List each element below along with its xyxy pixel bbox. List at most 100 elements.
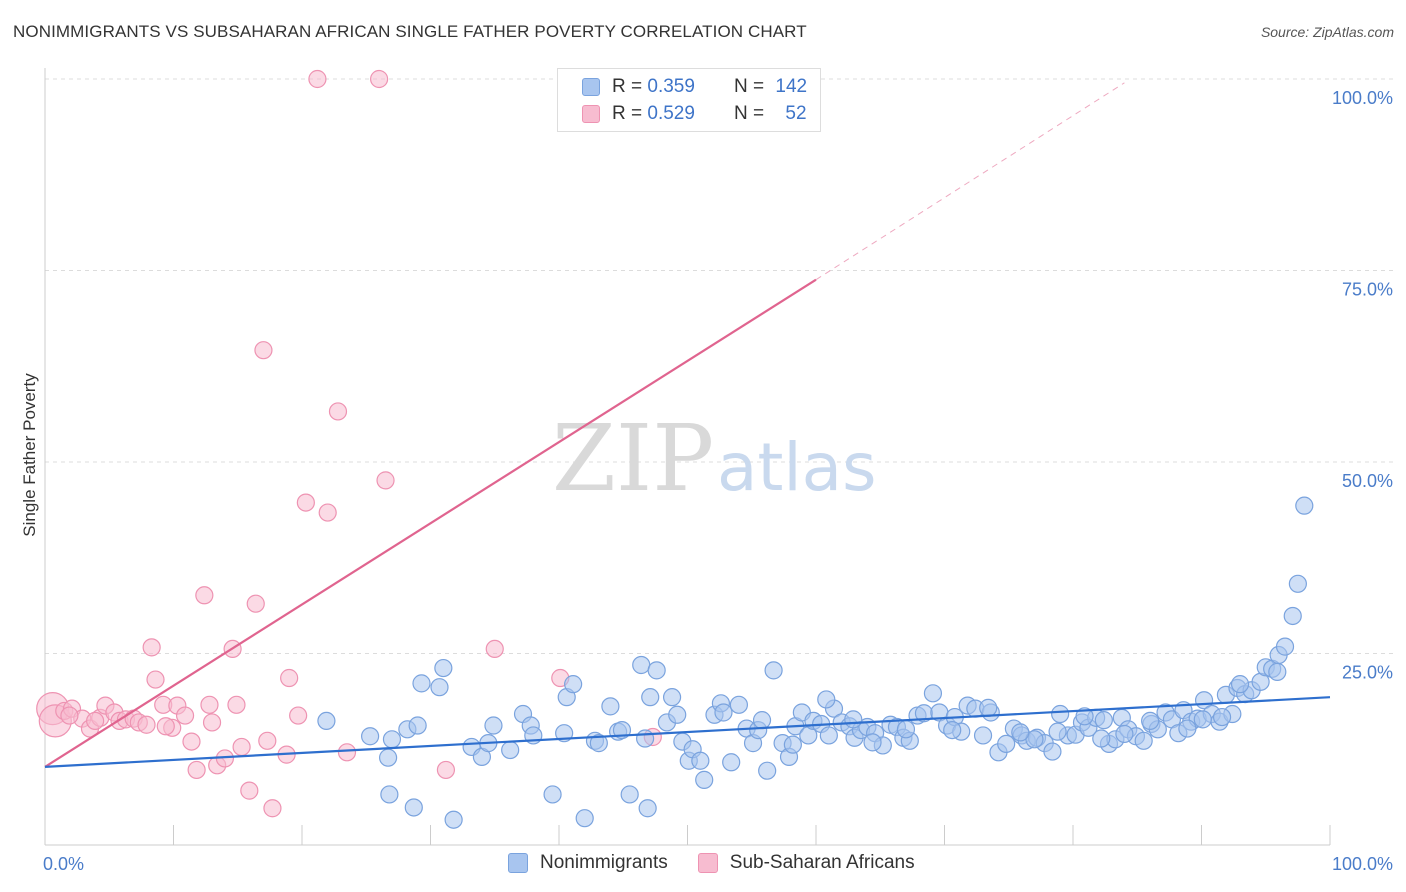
point-nonimmigrants	[695, 770, 714, 789]
point-nonimmigrants	[1134, 731, 1153, 750]
point-sub-saharan	[202, 713, 222, 732]
point-nonimmigrants	[896, 720, 916, 739]
legend-n-label: N =	[734, 76, 770, 97]
point-nonimmigrants	[819, 726, 838, 745]
legend-swatch-sub-saharan	[582, 105, 600, 123]
y-axis-title: Single Father Poverty	[20, 373, 39, 537]
legend-item-sub-saharan[interactable]: Sub-Saharan Africans	[697, 852, 915, 874]
point-nonimmigrants	[863, 733, 882, 752]
point-nonimmigrants	[1011, 723, 1030, 742]
legend-r-value: 0.529	[647, 103, 695, 124]
point-sub-saharan	[263, 799, 282, 818]
point-sub-saharan	[246, 594, 265, 613]
series-nonimmigrants-points	[317, 496, 1314, 829]
point-sub-saharan	[195, 586, 214, 605]
point-nonimmigrants	[501, 740, 520, 760]
trend-line-nonimmigrants	[44, 696, 1331, 768]
point-sub-saharan	[376, 471, 395, 490]
stats-legend: R = 0.359 N = 142 R = 0.529 N = 52	[557, 68, 821, 132]
gridlines	[45, 78, 1395, 654]
point-nonimmigrants	[714, 703, 733, 722]
point-nonimmigrants	[543, 785, 562, 804]
point-nonimmigrants	[444, 810, 463, 829]
point-sub-saharan	[280, 668, 299, 688]
series-sub-saharan-africans-points	[36, 69, 662, 818]
point-nonimmigrants	[1283, 606, 1302, 626]
point-nonimmigrants	[484, 716, 503, 735]
point-sub-saharan	[485, 639, 504, 659]
point-nonimmigrants	[589, 734, 608, 753]
point-nonimmigrants	[1288, 574, 1307, 593]
y-tick-label: 50.0%	[1342, 471, 1393, 491]
point-nonimmigrants	[758, 761, 777, 780]
point-nonimmigrants	[412, 674, 431, 693]
point-sub-saharan	[86, 711, 105, 731]
point-nonimmigrants	[1094, 711, 1113, 730]
point-nonimmigrants	[564, 675, 583, 694]
point-sub-saharan	[296, 493, 315, 512]
y-tick-label: 25.0%	[1342, 663, 1393, 683]
chart-source: Source: ZipAtlas.com	[1260, 24, 1394, 40]
point-nonimmigrants	[632, 655, 651, 675]
point-nonimmigrants	[943, 720, 962, 740]
point-sub-saharan	[240, 781, 259, 800]
point-sub-saharan	[337, 743, 357, 762]
point-nonimmigrants	[844, 710, 863, 729]
legend-n-label: N =	[734, 103, 770, 124]
point-nonimmigrants	[601, 697, 620, 716]
point-sub-saharan	[289, 706, 308, 725]
point-sub-saharan	[328, 402, 348, 421]
point-sub-saharan	[227, 695, 246, 714]
point-nonimmigrants	[434, 658, 453, 678]
point-nonimmigrants	[635, 729, 655, 748]
trend-lines	[44, 82, 1331, 768]
point-nonimmigrants	[378, 748, 398, 767]
point-sub-saharan	[175, 706, 195, 725]
legend-swatch-sub-saharan	[697, 853, 718, 873]
legend-label-sub-saharan: Sub-Saharan Africans	[729, 852, 915, 873]
point-sub-saharan	[308, 69, 327, 89]
point-nonimmigrants	[430, 678, 449, 697]
point-nonimmigrants	[638, 799, 657, 818]
point-nonimmigrants	[1268, 662, 1287, 681]
point-sub-saharan	[254, 341, 273, 360]
point-nonimmigrants	[817, 690, 836, 709]
point-nonimmigrants	[1043, 742, 1062, 761]
point-nonimmigrants	[1275, 637, 1295, 656]
point-nonimmigrants	[783, 735, 802, 754]
watermark-atlas: atlas	[717, 429, 877, 506]
point-nonimmigrants	[620, 785, 639, 804]
x-tick-labels: 0.0% 100.0%	[43, 854, 1393, 874]
point-sub-saharan	[182, 732, 201, 751]
point-nonimmigrants	[1295, 496, 1314, 515]
point-sub-saharan	[318, 503, 337, 522]
watermark: ZIP atlas	[552, 405, 877, 512]
point-nonimmigrants	[1115, 724, 1134, 744]
trend-line-sub-saharan	[44, 278, 817, 768]
point-nonimmigrants	[662, 688, 682, 707]
point-nonimmigrants	[1193, 710, 1212, 729]
point-nonimmigrants	[1230, 675, 1250, 694]
point-nonimmigrants	[1051, 704, 1070, 724]
point-sub-saharan	[187, 760, 206, 780]
y-tick-label: 75.0%	[1342, 280, 1393, 300]
x-tick-label: 0.0%	[43, 854, 84, 874]
point-nonimmigrants	[997, 734, 1016, 753]
x-tick-label: 100.0%	[1332, 854, 1393, 874]
point-nonimmigrants	[647, 661, 666, 680]
point-nonimmigrants	[979, 698, 998, 717]
legend-row-nonimmigrants: R = 0.359 N = 142	[582, 75, 807, 99]
point-nonimmigrants	[691, 751, 710, 770]
legend-r-label: R =	[612, 103, 648, 124]
point-sub-saharan	[146, 670, 165, 689]
legend-r-label: R =	[612, 76, 648, 97]
point-nonimmigrants	[641, 688, 660, 707]
series-legend: Nonimmigrants Sub-Saharan Africans	[508, 852, 945, 874]
chart-title: NONIMMIGRANTS VS SUBSAHARAN AFRICAN SING…	[13, 22, 807, 41]
point-sub-saharan	[60, 706, 79, 725]
point-sub-saharan	[436, 760, 456, 780]
y-tick-labels: 25.0% 50.0% 75.0% 100.0%	[1332, 88, 1393, 683]
legend-item-nonimmigrants[interactable]: Nonimmigrants	[508, 852, 668, 874]
point-nonimmigrants	[729, 695, 749, 714]
